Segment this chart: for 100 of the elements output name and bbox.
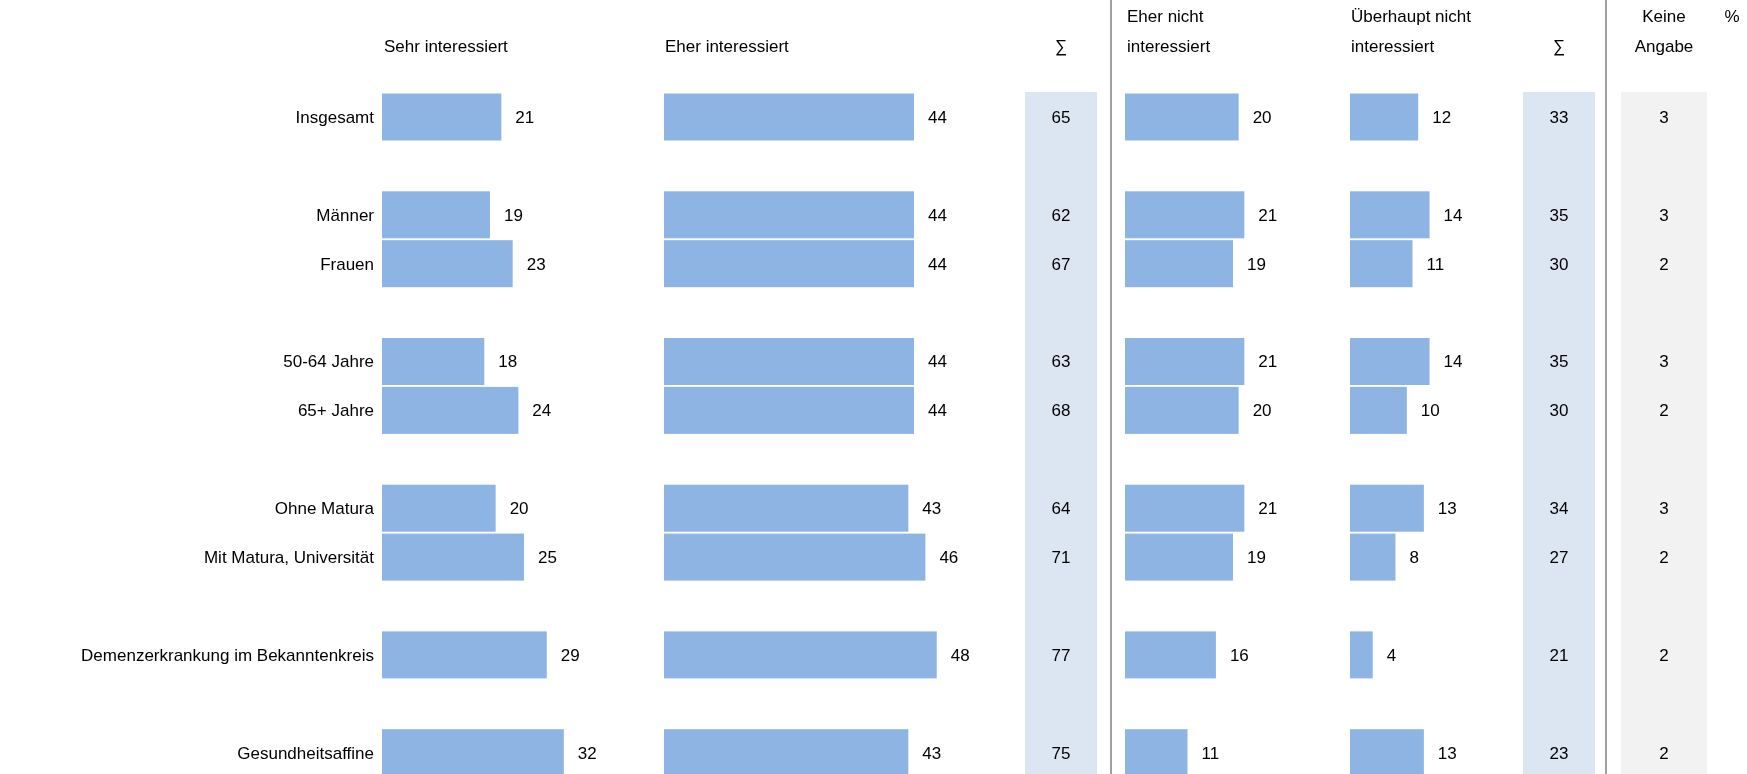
bar: [382, 240, 513, 288]
chart-title: Eher nicht interessiert: [1127, 7, 1211, 56]
data-label: 2: [1659, 548, 1669, 568]
y-tick-label: Mit Matura, Universität: [203, 548, 375, 568]
bar: [664, 631, 937, 679]
bar: [1125, 533, 1233, 581]
data-label: 34: [1549, 499, 1569, 519]
bar: [1125, 631, 1216, 679]
y-tick-label: Ohne Matura: [274, 499, 375, 519]
data-label: 3: [1659, 205, 1669, 225]
data-label: 20: [1252, 107, 1272, 127]
bar: [664, 240, 915, 288]
bar: [1350, 338, 1430, 385]
data-label: 2: [1659, 645, 1669, 665]
bar: [1125, 338, 1245, 385]
data-label: 2: [1659, 401, 1669, 421]
data-label: 35: [1549, 205, 1569, 225]
data-label: 75: [1051, 743, 1071, 763]
text: ∑: [1552, 37, 1566, 56]
data-label: 33: [1549, 107, 1569, 127]
data-label: 16: [1229, 645, 1249, 665]
y-tick-label: 65+ Jahre: [297, 401, 374, 421]
data-label: 30: [1549, 254, 1569, 274]
data-label: 20: [1252, 401, 1272, 421]
data-label: 44: [928, 254, 947, 274]
data-label: 29: [560, 645, 580, 665]
bar: [664, 533, 926, 581]
data-label: 46: [939, 548, 959, 568]
data-label: 32: [577, 743, 597, 763]
bar: [1125, 240, 1233, 288]
data-label: 48: [950, 645, 970, 665]
data-label: 25: [538, 548, 557, 568]
data-label: 67: [1051, 254, 1071, 274]
text: %: [1724, 7, 1740, 26]
data-label: 30: [1549, 401, 1569, 421]
bar: [1350, 191, 1430, 239]
data-label: 77: [1051, 645, 1071, 665]
data-label: 43: [922, 499, 942, 519]
data-label: 62: [1051, 205, 1071, 225]
bar: [1350, 386, 1407, 434]
data-label: 3: [1659, 352, 1669, 372]
bar: [382, 93, 502, 141]
data-label: 35: [1549, 352, 1569, 372]
data-label: 3: [1659, 499, 1669, 519]
bar: [1350, 533, 1396, 581]
data-label: 21: [1258, 352, 1278, 372]
bar: [664, 484, 909, 532]
data-label: 13: [1437, 499, 1457, 519]
data-label: 18: [498, 352, 518, 372]
data-label: 2: [1659, 254, 1669, 274]
data-label: 27: [1549, 548, 1569, 568]
bar: [1350, 93, 1419, 141]
data-label: 19: [503, 205, 523, 225]
chart-title: Eher interessiert: [665, 37, 790, 56]
bar: [664, 386, 915, 434]
y-tick-label: 50-64 Jahre: [283, 352, 374, 372]
bar: [1125, 93, 1239, 141]
chart-title: Sehr interessiert: [384, 37, 509, 56]
y-tick-label: Männer: [316, 205, 375, 225]
bar: [382, 631, 547, 679]
data-label: 44: [928, 352, 947, 372]
data-label: 12: [1432, 107, 1452, 127]
data-label: 20: [509, 499, 529, 519]
data-label: 43: [922, 743, 942, 763]
bar: [382, 338, 485, 385]
data-label: 13: [1437, 743, 1457, 763]
data-label: 4: [1386, 645, 1397, 665]
bar: [1125, 386, 1239, 434]
bar: [382, 484, 496, 532]
data-label: 71: [1051, 548, 1071, 568]
chart-title: Überhaupt nicht interessiert: [1351, 7, 1472, 56]
data-label: 14: [1443, 205, 1463, 225]
bar: [382, 386, 519, 434]
data-label: 11: [1201, 743, 1220, 763]
bar: [382, 533, 525, 581]
bar: [1125, 191, 1245, 239]
data-label: 19: [1246, 254, 1266, 274]
data-label: 64: [1051, 499, 1071, 519]
bar: [1125, 484, 1245, 532]
bar: [1350, 631, 1373, 679]
y-tick-label: Demenzerkrankung im Bekanntenkreis: [81, 645, 374, 665]
data-label: 3: [1659, 107, 1669, 127]
data-label: 21: [1258, 499, 1278, 519]
data-label: 63: [1051, 352, 1071, 372]
data-label: 44: [928, 205, 947, 225]
data-label: 44: [928, 401, 947, 421]
bar: [664, 338, 915, 385]
data-label: 24: [532, 401, 552, 421]
data-label: 23: [526, 254, 546, 274]
text: ∑: [1054, 37, 1068, 56]
data-label: 10: [1420, 401, 1440, 421]
data-label: 44: [928, 107, 947, 127]
bar: [1350, 240, 1413, 288]
y-tick-label: Gesundheitsaffine: [237, 743, 374, 763]
bar: [664, 93, 915, 141]
y-tick-label: Frauen: [320, 254, 374, 274]
data-label: 21: [1258, 205, 1278, 225]
data-label: 21: [1549, 645, 1569, 665]
bar: [382, 191, 490, 239]
text: Keine Angabe: [1634, 7, 1694, 56]
